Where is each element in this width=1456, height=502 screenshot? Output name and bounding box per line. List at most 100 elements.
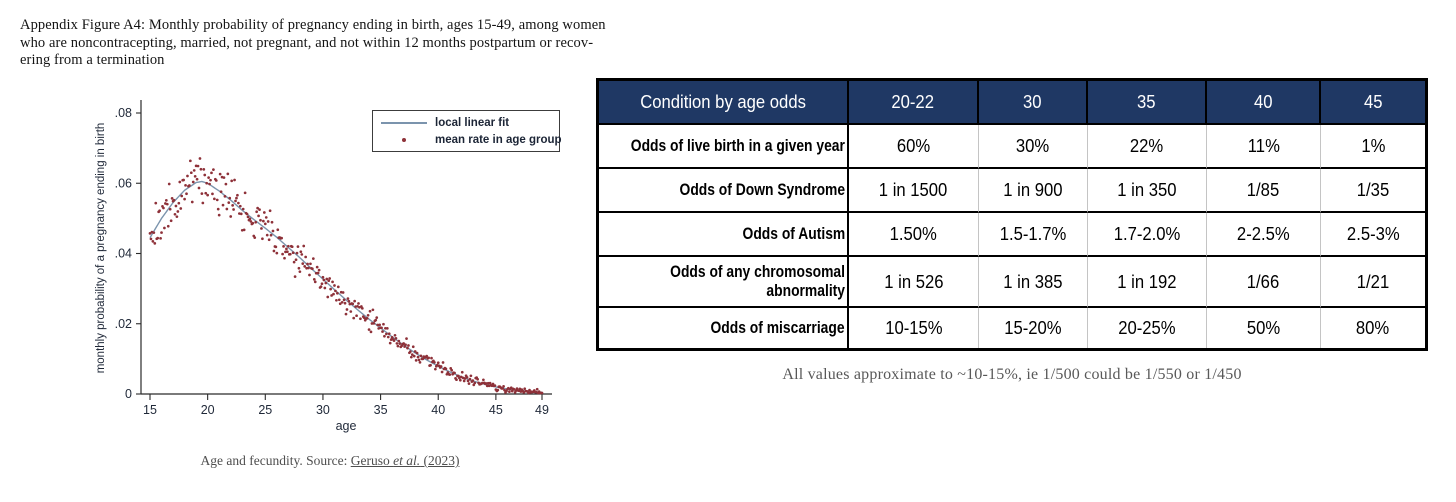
scatter-dot — [303, 265, 307, 268]
scatter-dot — [418, 360, 422, 364]
scatter-dot — [183, 197, 186, 201]
scatter-dot — [189, 159, 192, 163]
scatter-dot — [436, 361, 440, 365]
scatter-dot — [347, 299, 351, 303]
scatter-dot — [167, 182, 171, 186]
scatter-dot — [260, 227, 263, 230]
scatter-dot — [501, 387, 504, 390]
scatter-dot — [309, 262, 312, 266]
scatter-dot — [210, 171, 213, 175]
scatter-dot — [398, 342, 402, 346]
scatter-dot — [540, 391, 544, 395]
scatter-dot — [245, 212, 249, 216]
scatter-dot — [307, 266, 310, 270]
scatter-dot — [223, 194, 227, 198]
scatter-dot — [219, 190, 223, 194]
scatter-dot — [496, 388, 500, 392]
scatter-dot — [326, 295, 330, 299]
scatter-dot — [481, 381, 484, 385]
scatter-dot — [274, 245, 278, 249]
scatter-dot — [290, 245, 294, 249]
scatter-dot — [346, 297, 350, 300]
scatter-dot — [304, 255, 307, 259]
scatter-dot — [353, 299, 356, 303]
scatter-dot — [227, 201, 231, 204]
table-header-age: 45 — [1321, 81, 1425, 125]
scatter-dot — [385, 326, 389, 330]
scatter-dot — [232, 208, 235, 211]
scatter-dot — [197, 186, 201, 190]
scatter-dot — [507, 390, 511, 394]
table-cell: 1% — [1321, 125, 1425, 169]
scatter-dot — [380, 326, 383, 330]
x-tick-label: 35 — [374, 403, 388, 417]
scatter-dot — [261, 237, 264, 241]
scatter-dot — [463, 377, 467, 380]
scatter-dot — [330, 294, 333, 297]
scatter-dot — [385, 332, 388, 336]
scatter-dot — [222, 176, 226, 179]
scatter-dot — [405, 337, 408, 340]
scatter-dot — [325, 277, 329, 281]
scatter-dot — [453, 371, 456, 375]
scatter-dot — [214, 179, 218, 182]
scatter-dot — [469, 374, 473, 378]
scatter-dot — [502, 385, 505, 388]
source-text: Age and fecundity. Source: — [200, 453, 351, 468]
scatter-dot — [430, 356, 433, 360]
scatter-dot — [410, 353, 414, 356]
scatter-dot — [231, 204, 234, 207]
scatter-dot — [163, 226, 166, 230]
scatter-dot — [174, 204, 178, 208]
scatter-dot — [317, 268, 321, 272]
scatter-dot — [493, 384, 497, 387]
table-cell: 50% — [1207, 308, 1321, 348]
scatter-dot — [165, 202, 169, 206]
scatter-dot — [169, 219, 173, 223]
table-cell: 10-15% — [849, 308, 979, 348]
scatter-dot — [281, 252, 284, 256]
scatter-dot — [467, 382, 471, 385]
x-tick-label: 40 — [431, 403, 445, 417]
scatter-dot — [416, 355, 420, 359]
scatter-dot — [462, 379, 466, 383]
odds-table: Condition by age odds 20-22 30 35 40 45 … — [596, 78, 1428, 351]
scatter-dot — [341, 291, 345, 294]
scatter-dot — [275, 251, 279, 255]
scatter-dot — [510, 389, 514, 393]
table-cell: 60% — [849, 125, 979, 169]
scatter-dot — [311, 257, 315, 260]
scatter-dot — [164, 198, 168, 202]
scatter-dot — [376, 323, 380, 327]
x-tick-label: 20 — [201, 403, 215, 417]
scatter-dot — [457, 374, 460, 378]
scatter-dot — [225, 207, 229, 211]
scatter-dot — [199, 167, 203, 171]
scatter-dot — [382, 322, 385, 326]
scatter-dot — [149, 237, 153, 241]
scatter-dot — [176, 210, 180, 213]
scatter-dot — [313, 280, 317, 284]
scatter-dot — [328, 277, 332, 280]
scatter-dot — [192, 169, 196, 172]
fecundity-chart: 0 .02 .04 .06 .08 15 20 25 30 35 40 45 49 age monthly … — [93, 88, 579, 450]
scatter-dot — [253, 236, 257, 239]
scatter-dot — [482, 378, 485, 382]
scatter-dot — [331, 280, 334, 284]
scatter-dot — [287, 244, 290, 248]
table-cell: 1 in 526 — [849, 257, 979, 308]
scatter-dot — [406, 346, 409, 350]
legend-entry-fit: local linear fit — [373, 115, 559, 130]
scatter-dot — [360, 306, 364, 310]
scatter-dot — [229, 215, 233, 218]
source-link[interactable]: Geruso et al. (2023) — [350, 453, 460, 468]
scatter-dot — [186, 174, 189, 178]
scatter-dot — [396, 344, 400, 348]
scatter-dot — [211, 192, 214, 196]
scatter-dot — [298, 270, 302, 274]
scatter-dot — [300, 253, 304, 256]
scatter-dot — [158, 209, 161, 213]
scatter-dot — [249, 220, 253, 223]
table-cell: 1 in 900 — [979, 169, 1088, 213]
scatter-dot — [286, 250, 289, 254]
